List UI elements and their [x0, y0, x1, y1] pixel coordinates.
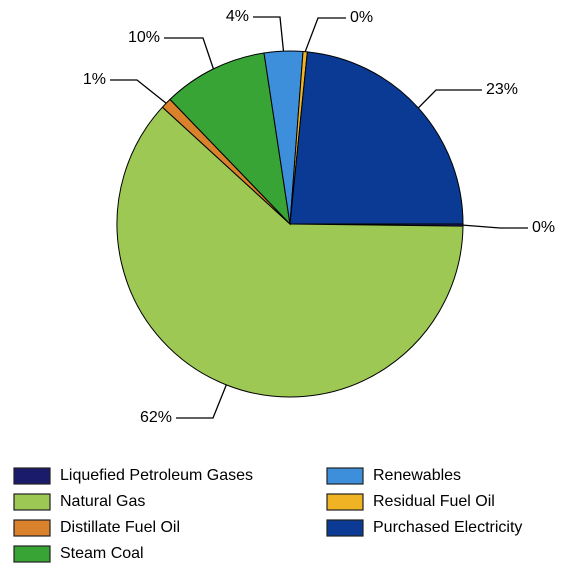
legend-label: Renewables [373, 467, 461, 484]
leader-line [417, 89, 482, 109]
legend-label: Distillate Fuel Oil [60, 519, 180, 536]
data-label: 10% [128, 29, 160, 46]
legend-swatch [13, 545, 51, 563]
legend-label: Residual Fuel Oil [373, 493, 495, 510]
legend-swatch [326, 467, 364, 485]
leader-line [462, 224, 528, 229]
legend-label: Liquefied Petroleum Gases [60, 467, 253, 484]
legend-swatch [326, 519, 364, 537]
legend-label: Purchased Electricity [373, 519, 522, 536]
legend-label: Natural Gas [60, 493, 145, 510]
leader-line [304, 17, 346, 52]
legend-swatch [13, 493, 51, 511]
data-label: 1% [83, 71, 106, 88]
pie-slice [116, 106, 464, 398]
leader-line [164, 37, 215, 70]
data-label: 0% [532, 219, 555, 236]
leader-line [253, 16, 285, 52]
leader-line [176, 384, 227, 419]
data-label: 62% [140, 409, 172, 426]
legend-label: Steam Coal [60, 545, 144, 562]
leader-line [110, 79, 167, 104]
legend-swatch [13, 519, 51, 537]
data-label: 23% [486, 81, 518, 98]
legend-swatch [13, 467, 51, 485]
legend-swatch [326, 493, 364, 511]
data-label: 4% [226, 8, 249, 25]
pie-slice [289, 51, 464, 225]
data-label: 0% [350, 9, 373, 26]
